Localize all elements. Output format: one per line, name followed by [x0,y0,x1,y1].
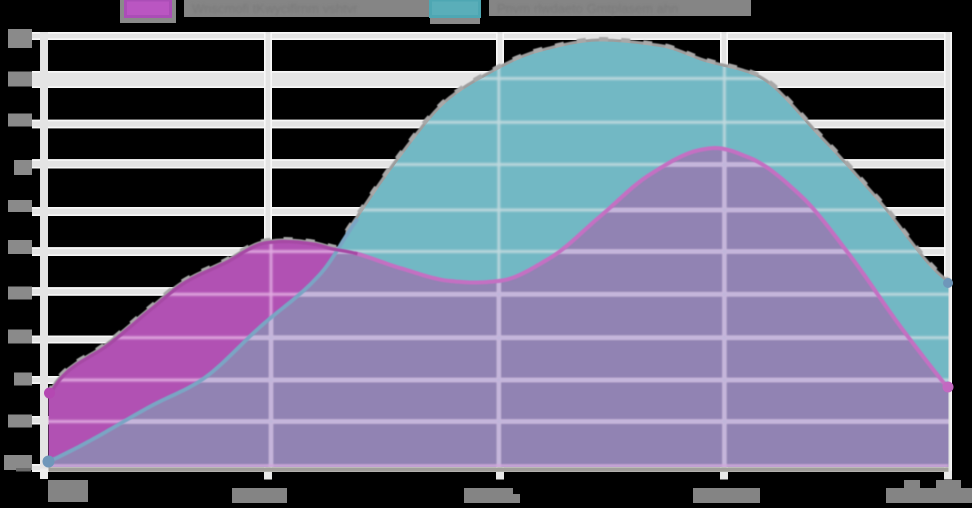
svg-text:Pnvm rlwdaeto Gmtplasem ahn: Pnvm rlwdaeto Gmtplasem ahn [497,1,678,16]
svg-text:Wnscmofi tKwyciflrnm vshtvr: Wnscmofi tKwyciflrnm vshtvr [192,1,358,16]
